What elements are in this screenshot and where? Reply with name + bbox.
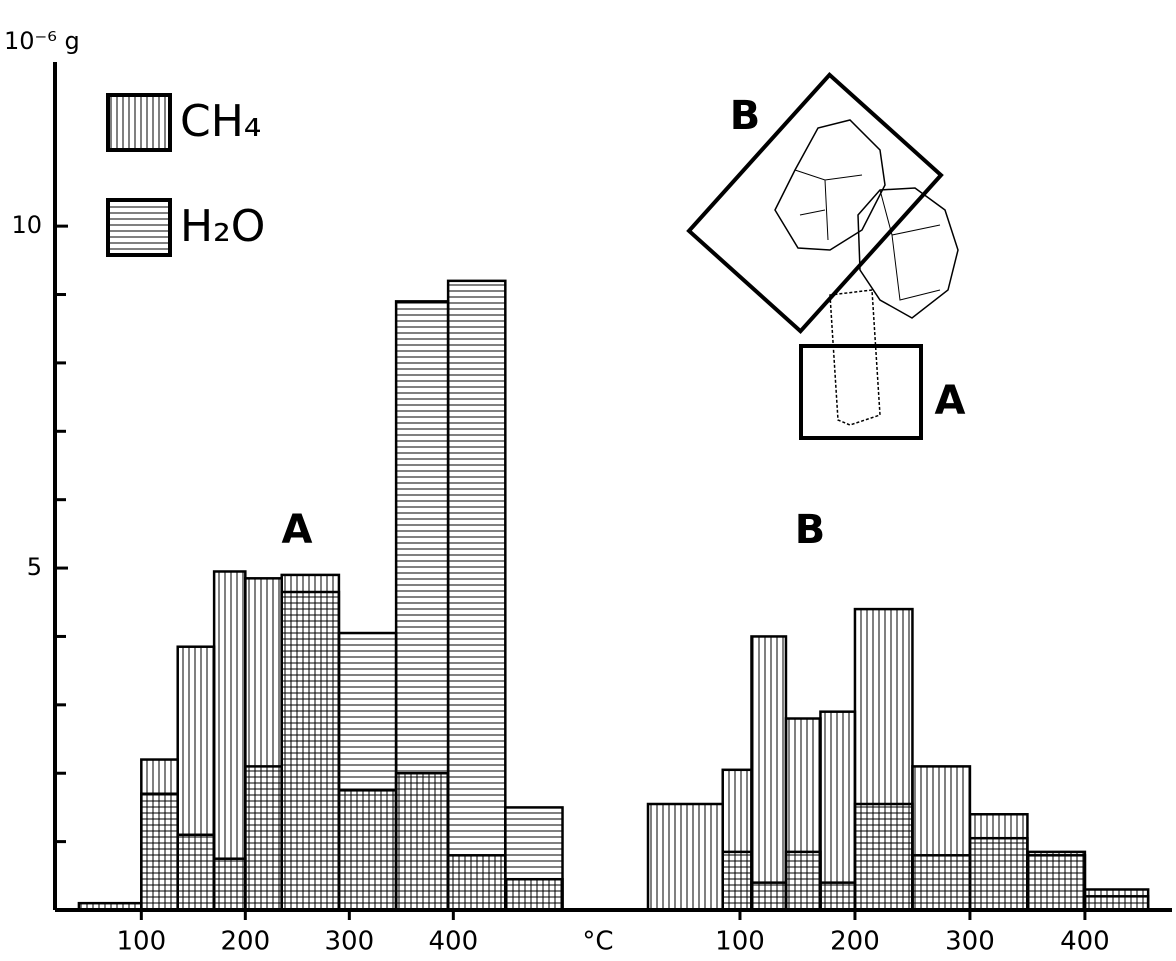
histogram-bar <box>820 883 854 910</box>
histogram-bar <box>751 636 785 910</box>
histogram-bar <box>339 633 396 910</box>
x-tick-label: 100 <box>116 927 166 957</box>
x-tick-label: 400 <box>1060 927 1110 957</box>
x-tick-label: 400 <box>428 927 478 957</box>
x-tick-label: 200 <box>830 927 880 957</box>
histogram-bar <box>141 794 177 910</box>
legend-label: H₂O <box>180 201 265 252</box>
y-tick-label: 5 <box>27 553 42 581</box>
crystal-stem <box>830 290 880 425</box>
crystal-facets <box>795 170 862 240</box>
histogram-bar <box>723 852 752 910</box>
chart: 10⁻⁶ g °C A B B A 5 10 100 200 300 400 100 200 3… <box>0 0 1176 961</box>
x-tick-label: 200 <box>220 927 270 957</box>
panel-title: B <box>795 507 826 553</box>
histogram-bar <box>970 838 1027 910</box>
crystal-head <box>775 120 885 250</box>
x-tick-label: 100 <box>715 927 765 957</box>
inset-box-b <box>689 75 941 331</box>
histogram-bar <box>786 852 820 910</box>
inset-label: A <box>935 378 966 424</box>
x-tick-label: 300 <box>324 927 374 957</box>
histogram-bar <box>648 804 723 910</box>
panel-title: A <box>282 507 313 553</box>
histogram-bar <box>820 712 854 910</box>
legend-label: CH₄ <box>180 96 261 147</box>
histogram-bar <box>912 855 969 910</box>
histogram-bar <box>1085 896 1148 910</box>
y-tick-label: 10 <box>11 211 42 239</box>
legend-swatch <box>108 200 170 255</box>
inset-label: B <box>730 93 761 139</box>
histogram-bar <box>178 835 214 910</box>
histogram-bar <box>396 301 448 910</box>
histogram-bar <box>1027 855 1084 910</box>
histogram-bar <box>245 766 281 910</box>
x-tick-label: 300 <box>945 927 995 957</box>
histogram-bar <box>282 592 339 910</box>
inset-box-a <box>801 346 921 438</box>
histogram-bar <box>448 281 505 910</box>
legend: CH₄ H₂O <box>108 95 265 255</box>
x-axis-label: °C <box>582 927 613 957</box>
crystal-facets <box>880 190 940 300</box>
histogram-bar <box>751 883 785 910</box>
histogram-bar <box>79 903 141 910</box>
histogram-bar <box>505 807 562 910</box>
legend-swatch <box>108 95 170 150</box>
histogram-bar <box>855 804 912 910</box>
y-axis-label: 10⁻⁶ g <box>4 27 80 55</box>
histogram-bar <box>214 859 245 910</box>
